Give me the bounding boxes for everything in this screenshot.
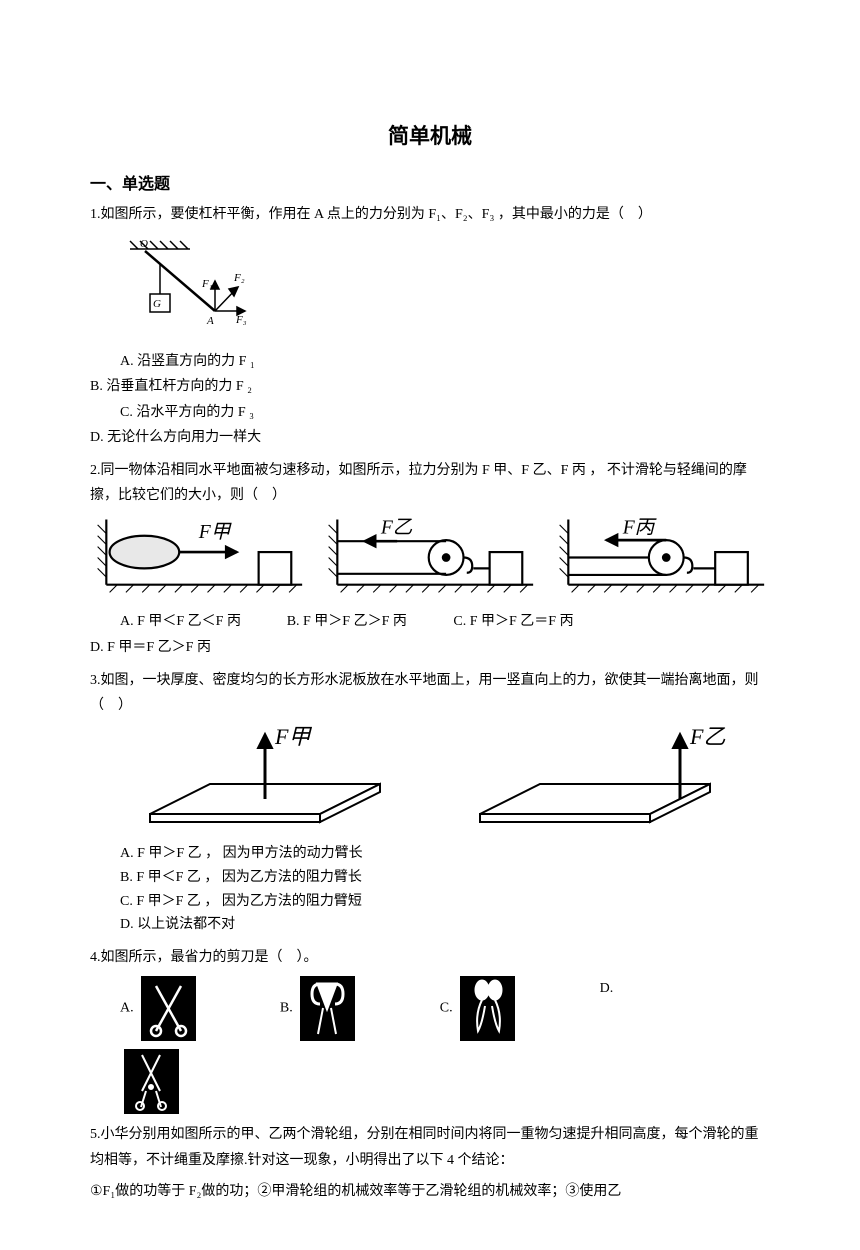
q4-options: A. B. C. bbox=[90, 976, 770, 1041]
q1-figure: O G A F₁ F₂ F₃ bbox=[120, 239, 250, 334]
q3-text: 3.如图，一块厚度、密度均匀的长方形水泥板放在水平地面上，用一竖直向上的力，欲使… bbox=[90, 668, 770, 718]
q1-optA: A. 沿竖直方向的力 F ₁ bbox=[120, 349, 446, 374]
q2-fig-bing: F丙 bbox=[552, 514, 770, 601]
q1-text: 1.如图所示，要使杠杆平衡，作用在 A 点上的力分别为 F₁、F₂、F₃ ，其中… bbox=[90, 202, 770, 227]
label-O: O bbox=[140, 239, 148, 250]
q1-optB: B. 沿垂直杠杆方向的力 F ₂ bbox=[90, 374, 416, 399]
q3-optB: B. F 甲＜F 乙 ， 因为乙方法的阻力臂长 bbox=[120, 866, 770, 890]
svg-text:F甲: F甲 bbox=[274, 724, 312, 749]
q3-optD: D. 以上说法都不对 bbox=[120, 913, 770, 937]
label-F2: F₂ bbox=[233, 272, 245, 284]
q4-optB: B. bbox=[280, 976, 436, 1041]
q4-optD: D. bbox=[600, 976, 756, 1001]
svg-text:F甲: F甲 bbox=[198, 522, 232, 543]
q2-text: 2.同一物体沿相同水平地面被匀速移动，如图所示，拉力分别为 F 甲、F 乙、F … bbox=[90, 458, 770, 508]
q2-figures: F甲 bbox=[90, 514, 770, 601]
q3-figures: F甲 F乙 bbox=[90, 724, 770, 834]
scissors-icon-B bbox=[300, 976, 355, 1041]
q1-optD: D. 无论什么方向用力一样大 bbox=[90, 425, 416, 450]
label-A: A bbox=[206, 315, 214, 327]
q4-optC: C. bbox=[440, 976, 596, 1041]
q3-optC: C. F 甲＞F 乙 ， 因为乙方法的阻力臂短 bbox=[120, 890, 770, 914]
q2-fig-jia: F甲 bbox=[90, 514, 308, 601]
q3-optA: A. F 甲＞F 乙 ， 因为甲方法的动力臂长 bbox=[120, 842, 770, 866]
svg-text:F丙: F丙 bbox=[622, 518, 658, 539]
q2-options: A. F 甲＜F 乙＜F 丙 B. F 甲＞F 乙＞F 丙 C. F 甲＞F 乙… bbox=[90, 609, 770, 659]
scissors-icon-D bbox=[124, 1049, 179, 1114]
svg-text:F乙: F乙 bbox=[689, 724, 725, 749]
q4-text: 4.如图所示，最省力的剪刀是（ ）。 bbox=[90, 945, 770, 970]
q4-options-2 bbox=[90, 1049, 770, 1114]
section-heading: 一、单选题 bbox=[90, 170, 770, 194]
q5-text: 5.小华分别用如图所示的甲、乙两个滑轮组，分别在相同时间内将同一重物匀速提升相同… bbox=[90, 1122, 770, 1172]
q3-options: A. F 甲＞F 乙 ， 因为甲方法的动力臂长 B. F 甲＜F 乙 ， 因为乙… bbox=[90, 842, 770, 937]
q3-fig-jia: F甲 bbox=[120, 724, 400, 834]
q1-options: A. 沿竖直方向的力 F ₁ B. 沿垂直杠杆方向的力 F ₂ C. 沿水平方向… bbox=[90, 349, 770, 450]
q5-text2: ①F₁做的功等于 F₂做的功；②甲滑轮组的机械效率等于乙滑轮组的机械效率；③使用… bbox=[90, 1179, 770, 1204]
page-title: 简单机械 bbox=[90, 120, 770, 150]
svg-text:F乙: F乙 bbox=[380, 518, 413, 539]
q2-optA: A. F 甲＜F 乙＜F 丙 bbox=[120, 609, 283, 634]
label-F3: F₃ bbox=[235, 314, 247, 326]
q2-optB: B. F 甲＞F 乙＞F 丙 bbox=[287, 609, 450, 634]
label-G: G bbox=[153, 298, 161, 310]
scissors-icon-A bbox=[141, 976, 196, 1041]
q3-fig-yi: F乙 bbox=[460, 724, 740, 834]
q2-optD: D. F 甲＝F 乙＞F 丙 bbox=[90, 635, 253, 660]
q4-optA: A. bbox=[120, 976, 276, 1041]
label-F1: F₁ bbox=[201, 278, 213, 290]
q2-optC: C. F 甲＞F 乙＝F 丙 bbox=[453, 609, 616, 634]
scissors-icon-C bbox=[460, 976, 515, 1041]
q1-optC: C. 沿水平方向的力 F ₃ bbox=[120, 400, 446, 425]
q2-fig-yi: F乙 bbox=[321, 514, 539, 601]
